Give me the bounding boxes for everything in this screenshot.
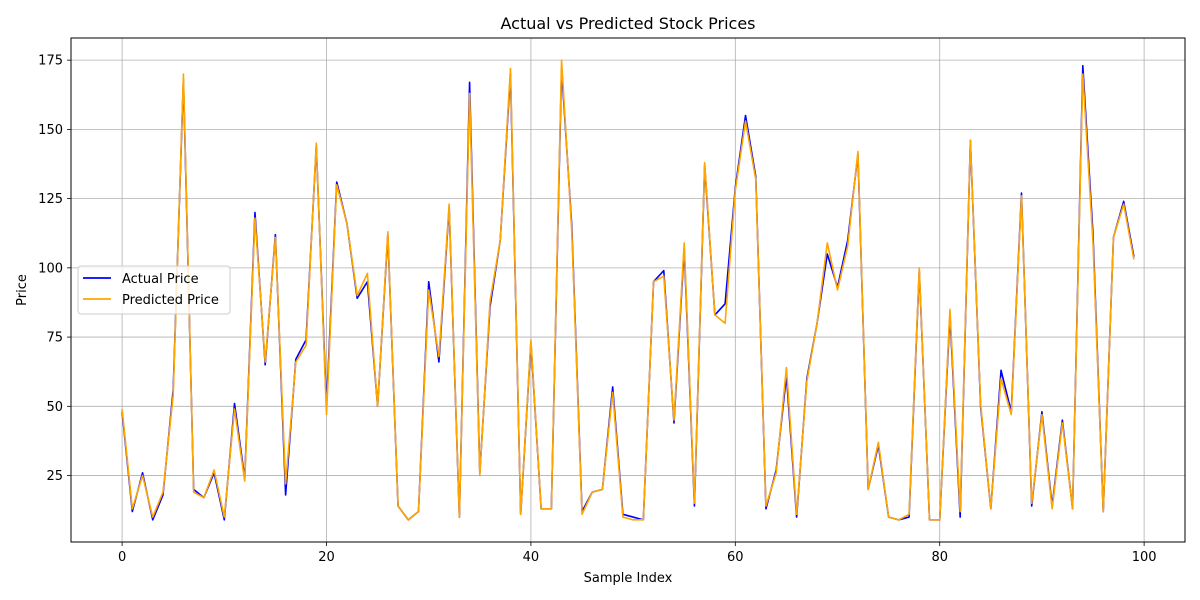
series-line-predicted-price: [121, 59, 1135, 521]
x-axis-ticks: 0 20 40 60 80 100: [118, 542, 1157, 565]
y-tick-label: 125: [38, 192, 63, 207]
legend-label-actual: Actual Price: [122, 272, 199, 287]
y-tick-label: 25: [46, 469, 63, 484]
y-tick-label: 50: [46, 400, 63, 415]
x-axis-label: Sample Index: [584, 571, 673, 586]
x-tick-label: 60: [727, 550, 744, 565]
chart-title: Actual vs Predicted Stock Prices: [500, 14, 755, 33]
x-tick-label: 100: [1132, 550, 1157, 565]
legend: Actual Price Predicted Price: [77, 265, 231, 315]
y-axis-label: Price: [15, 274, 30, 306]
x-tick-label: 80: [931, 550, 948, 565]
y-tick-label: 175: [38, 54, 63, 69]
y-tick-label: 75: [46, 331, 63, 346]
x-tick-label: 20: [318, 550, 335, 565]
legend-box: [77, 265, 231, 315]
legend-label-predicted: Predicted Price: [122, 293, 219, 308]
plot-lines: [121, 59, 1135, 521]
y-tick-label: 150: [38, 123, 63, 138]
x-tick-label: 40: [523, 550, 540, 565]
y-axis-ticks: 25 50 75 100 125 150 175: [38, 54, 71, 484]
y-tick-label: 100: [38, 261, 63, 276]
x-tick-label: 0: [118, 550, 126, 565]
plot-frame: [70, 37, 1186, 543]
grid: [71, 38, 1185, 542]
